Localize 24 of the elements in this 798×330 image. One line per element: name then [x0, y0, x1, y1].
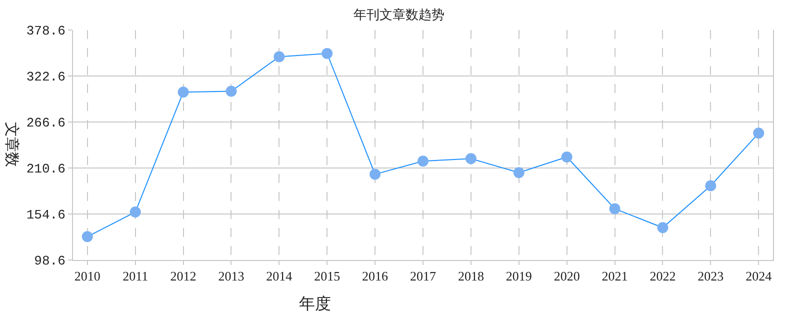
x-tick-label: 2020 — [554, 268, 580, 284]
y-tick-label: 266.6 — [26, 116, 66, 131]
x-axis-title: 年度 — [299, 294, 331, 313]
x-tick-label: 2016 — [362, 268, 389, 284]
y-axis-title: 文章数 — [2, 122, 21, 168]
y-tick-label: 210.6 — [26, 162, 66, 177]
x-tick-label: 2017 — [410, 268, 436, 284]
y-tick-label: 98.6 — [34, 254, 66, 269]
y-tick-label: 154.6 — [26, 208, 66, 223]
x-tick-label: 2010 — [74, 268, 100, 284]
x-tick-label: 2013 — [218, 268, 244, 284]
x-tick-label: 2023 — [698, 268, 724, 284]
x-tick-label: 2015 — [314, 268, 340, 284]
chart-title: 年刊文章数趋势 — [354, 8, 444, 23]
x-tick-label: 2024 — [746, 268, 772, 284]
x-tick-label: 2021 — [602, 268, 628, 284]
x-tick-label: 2011 — [122, 268, 148, 284]
x-tick-label: 2014 — [266, 268, 293, 284]
x-tick-label: 2022 — [650, 268, 676, 284]
x-tick-label: 2012 — [170, 268, 196, 284]
y-tick-label: 378.6 — [26, 24, 66, 39]
x-tick-label: 2018 — [458, 268, 484, 284]
y-tick-label: 322.6 — [26, 70, 66, 85]
x-tick-label: 2019 — [506, 268, 532, 284]
